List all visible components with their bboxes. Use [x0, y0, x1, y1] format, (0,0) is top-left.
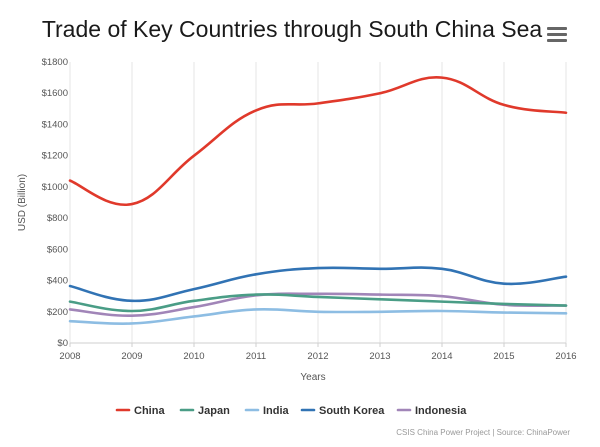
- y-tick-label: $1600: [42, 88, 68, 99]
- x-axis-title: Years: [300, 372, 325, 383]
- legend-item-china[interactable]: China: [115, 405, 165, 417]
- legend-item-japan[interactable]: Japan: [179, 405, 230, 417]
- y-tick-label: $0: [57, 338, 68, 349]
- y-tick-label: $200: [47, 307, 68, 318]
- x-tick-label: 2016: [555, 351, 576, 362]
- series-line-china[interactable]: [68, 76, 568, 207]
- y-tick-label: $1000: [42, 182, 68, 193]
- y-tick-label: $1800: [42, 57, 68, 68]
- legend-item-india[interactable]: India: [244, 405, 290, 417]
- legend-label: Japan: [198, 405, 230, 417]
- y-axis-title: USD (Billion): [17, 174, 28, 231]
- legend-label: India: [263, 405, 290, 417]
- y-tick-label: $1400: [42, 119, 68, 130]
- x-tick-label: 2014: [431, 351, 452, 362]
- legend-item-indonesia[interactable]: Indonesia: [396, 405, 467, 417]
- chart-title: Trade of Key Countries through South Chi…: [41, 16, 543, 42]
- axes: $0 $200 $400 $600 $800 $1000 $1200 $1400 $1600 $1…: [17, 57, 577, 383]
- y-tick-label: $600: [47, 244, 68, 255]
- y-tick-label: $400: [47, 276, 68, 287]
- credits-text: CSIS China Power Project | Source: China…: [396, 428, 570, 437]
- y-tick-label: $1200: [42, 151, 68, 162]
- legend-label: Indonesia: [415, 405, 467, 417]
- legend: China Japan India South Korea Indonesia: [115, 405, 467, 417]
- series-lines: [68, 76, 568, 325]
- grid-lines: [69, 62, 567, 343]
- x-tick-label: 2013: [369, 351, 390, 362]
- x-tick-label: 2010: [183, 351, 204, 362]
- x-tick-label: 2015: [493, 351, 514, 362]
- series-line-south-korea[interactable]: [68, 266, 568, 303]
- legend-label: China: [134, 405, 165, 417]
- series-line-japan[interactable]: [68, 293, 568, 313]
- series-line-india[interactable]: [68, 307, 568, 325]
- hamburger-menu-icon[interactable]: [547, 27, 567, 45]
- x-tick-label: 2009: [121, 351, 142, 362]
- x-tick-label: 2008: [59, 351, 80, 362]
- x-tick-label: 2011: [246, 351, 266, 362]
- y-tick-label: $800: [47, 213, 68, 224]
- legend-label: South Korea: [319, 405, 385, 417]
- legend-item-south-korea[interactable]: South Korea: [300, 405, 385, 417]
- x-tick-label: 2012: [307, 351, 328, 362]
